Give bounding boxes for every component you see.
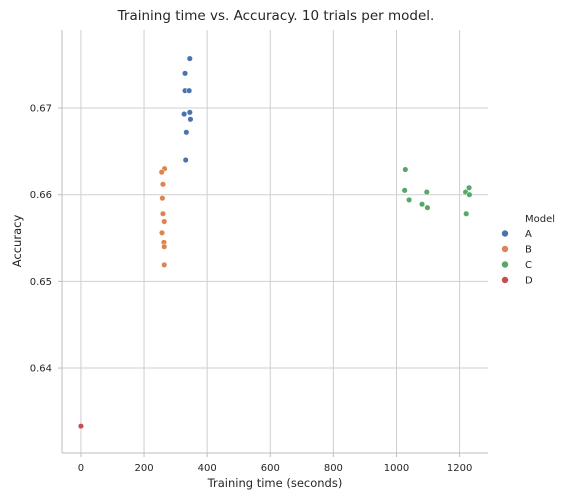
axis-ticks: 0 200 400 600 800 1000 1200 0.64 0.65 0.66 0.67 (30, 104, 473, 474)
data-point-b (159, 195, 166, 202)
data-point-b (161, 218, 168, 225)
data-point-b (161, 261, 168, 268)
data-point-c (423, 189, 430, 196)
data-point-a (186, 55, 193, 62)
x-tick-label: 0 (78, 463, 84, 474)
data-point-c (401, 187, 408, 194)
legend-label-a: A (525, 229, 532, 240)
data-point-c (418, 201, 426, 208)
legend-marker-b (501, 245, 509, 253)
data-point-a (182, 156, 189, 164)
data-point-b (158, 169, 165, 176)
legend-marker-d (501, 276, 509, 284)
data-point-c (402, 166, 409, 173)
legend-title: Model (525, 214, 555, 225)
x-tick-label: 1200 (447, 463, 472, 474)
grid (62, 30, 488, 453)
legend-label-c: C (525, 260, 532, 271)
legend-label-d: D (525, 276, 533, 287)
x-tick-label: 400 (198, 463, 217, 474)
data-point-c (424, 204, 431, 211)
y-axis-label: Accuracy (10, 215, 24, 268)
x-tick-label: 200 (134, 463, 153, 474)
y-tick-label: 0.65 (30, 277, 52, 288)
y-tick-label: 0.67 (30, 104, 52, 115)
data-point-a (186, 109, 193, 116)
data-point-a (183, 129, 190, 136)
data-point-c (466, 191, 473, 198)
data-point-b (161, 243, 168, 250)
legend-marker-a (501, 230, 509, 237)
data-point-c (463, 210, 470, 217)
data-point-b (159, 181, 167, 188)
data-point-c (406, 196, 413, 203)
data-point-d (77, 423, 84, 430)
legend-label-b: B (525, 245, 532, 256)
x-axis-label: Training time (seconds) (207, 476, 343, 490)
y-tick-label: 0.64 (30, 364, 52, 375)
data-point-b (158, 229, 166, 236)
x-tick-label: 1000 (384, 463, 409, 474)
y-tick-label: 0.66 (30, 190, 52, 201)
legend-marker-c (501, 261, 509, 268)
data-point-a (182, 70, 189, 77)
data-point-c (466, 184, 473, 191)
data-points (77, 55, 473, 430)
data-point-b (159, 210, 167, 217)
x-tick-label: 800 (324, 463, 343, 474)
data-point-a (187, 116, 194, 123)
chart-title: Training time vs. Accuracy. 10 trials pe… (117, 8, 435, 24)
data-point-a (181, 111, 188, 118)
x-tick-label: 600 (261, 463, 280, 474)
data-point-a (186, 87, 193, 94)
